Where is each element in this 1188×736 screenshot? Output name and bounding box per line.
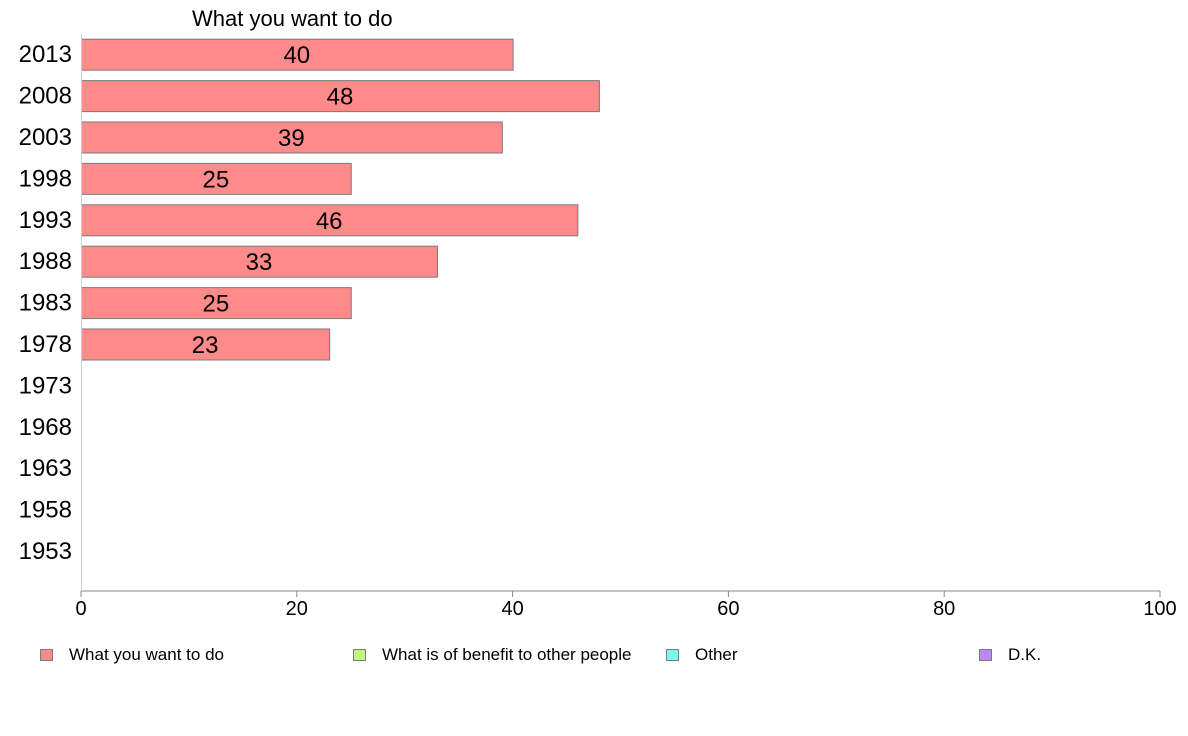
data-label: 25 xyxy=(203,291,230,318)
category-label: 1998 xyxy=(19,165,72,192)
legend-item-other: Other xyxy=(666,645,738,665)
data-label: 40 xyxy=(283,42,310,69)
legend-swatch-icon xyxy=(353,649,366,661)
data-label: 25 xyxy=(203,166,230,193)
data-label: 33 xyxy=(246,249,273,276)
legend-item-what-you-want: What you want to do xyxy=(40,645,224,665)
category-label: 1963 xyxy=(19,455,72,482)
data-label: 46 xyxy=(316,208,343,235)
bar xyxy=(81,204,579,237)
bar xyxy=(81,38,514,71)
bar xyxy=(81,287,352,320)
x-tick-label: 40 xyxy=(501,598,523,620)
category-label: 1988 xyxy=(19,248,72,275)
category-label: 1978 xyxy=(19,331,72,358)
x-tick-label: 100 xyxy=(1143,598,1176,620)
x-tick-label: 0 xyxy=(75,598,86,620)
data-label: 39 xyxy=(278,125,305,152)
x-tick-label: 20 xyxy=(286,598,308,620)
category-label: 1983 xyxy=(19,290,72,317)
bar xyxy=(81,162,352,195)
category-label: 1958 xyxy=(19,497,72,524)
legend-swatch-icon xyxy=(979,649,992,661)
legend-swatch-icon xyxy=(666,649,679,661)
legend-swatch-icon xyxy=(40,649,53,661)
x-tick-label: 60 xyxy=(717,598,739,620)
legend-label: Other xyxy=(695,645,738,664)
x-tick-label: 80 xyxy=(933,598,955,620)
bar-chart: 40 48 39 25 46 33 25 23 2013 2008 2003 1998 1993 198… xyxy=(19,34,1177,620)
bar xyxy=(81,245,439,278)
category-label: 1968 xyxy=(19,414,72,441)
category-label: 2003 xyxy=(19,124,72,151)
category-label: 2008 xyxy=(19,83,72,110)
legend-label: D.K. xyxy=(1008,645,1042,664)
category-label: 1993 xyxy=(19,207,72,234)
legend-item-benefit-to-others: What is of benefit to other people xyxy=(353,645,632,665)
legend-item-dk: D.K. xyxy=(979,645,1041,665)
x-axis: 0 20 40 60 80 100 xyxy=(75,34,1177,620)
category-label: 1953 xyxy=(19,538,72,565)
category-labels-layer: 2013 2008 2003 1998 1993 1988 1983 1978 1973 1968… xyxy=(19,41,72,565)
data-label: 48 xyxy=(327,84,354,111)
data-label: 23 xyxy=(192,332,219,359)
legend-label: What you want to do xyxy=(69,645,224,664)
legend: What you want to do What is of benefit t… xyxy=(0,645,1188,667)
bar xyxy=(81,80,600,113)
legend-label: What is of benefit to other people xyxy=(382,645,632,664)
chart-title: What you want to do xyxy=(192,6,393,31)
bars-layer: 40 48 39 25 46 33 25 23 xyxy=(81,38,600,361)
category-label: 2013 xyxy=(19,41,72,68)
category-label: 1973 xyxy=(19,372,72,399)
bar xyxy=(81,121,503,154)
